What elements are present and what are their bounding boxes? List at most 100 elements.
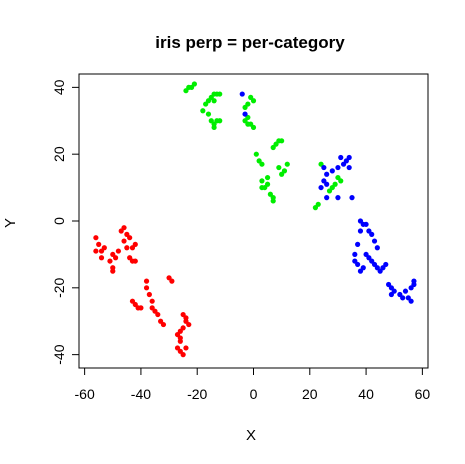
- data-point-series-0: [180, 352, 186, 358]
- data-point-series-0: [132, 258, 138, 264]
- data-point-series-2: [383, 261, 389, 268]
- y-axis: -40 -20 0 20 40: [51, 79, 80, 365]
- data-point-series-0: [169, 278, 175, 284]
- data-point-series-2: [400, 295, 406, 301]
- data-point-series-2: [321, 164, 327, 171]
- plot-frame: [78, 73, 429, 369]
- data-point-series-0: [96, 241, 102, 247]
- data-point-series-1: [279, 138, 285, 144]
- data-point-series-2: [374, 245, 380, 251]
- data-point-series-1: [211, 98, 217, 104]
- data-point-series-0: [183, 345, 189, 351]
- data-point-series-2: [369, 231, 375, 237]
- data-point-series-2: [338, 154, 344, 161]
- data-point-series-2: [360, 265, 366, 271]
- data-point-series-0: [138, 305, 144, 311]
- data-point-series-2: [355, 241, 361, 247]
- data-point-series-0: [121, 238, 127, 244]
- data-point-series-2: [324, 195, 330, 201]
- data-point-series-2: [335, 195, 341, 201]
- x-tick-label: 40: [358, 386, 374, 402]
- x-axis: -60 -40 -20 0 20 40 60: [75, 367, 431, 402]
- data-point-series-0: [115, 248, 122, 254]
- data-point-series-0: [155, 311, 161, 318]
- data-point-series-0: [149, 298, 155, 304]
- data-point-series-1: [217, 91, 223, 97]
- data-point-series-0: [98, 255, 105, 261]
- data-point-series-0: [186, 321, 192, 328]
- data-points: [93, 81, 417, 358]
- data-point-series-0: [124, 245, 130, 251]
- data-point-series-1: [315, 201, 321, 207]
- data-point-series-0: [143, 278, 150, 284]
- data-point-series-1: [217, 118, 223, 124]
- x-tick-label: -40: [131, 386, 151, 402]
- data-point-series-2: [363, 221, 369, 227]
- data-point-series-1: [211, 124, 217, 131]
- data-point-series-1: [281, 168, 288, 174]
- data-point-series-1: [259, 184, 265, 191]
- y-tick-label: -20: [51, 277, 67, 297]
- x-tick-label: 60: [415, 386, 431, 402]
- data-point-series-1: [259, 178, 265, 184]
- data-point-series-1: [253, 151, 259, 157]
- data-point-series-2: [318, 184, 324, 191]
- data-point-series-2: [242, 111, 248, 117]
- y-tick-label: -40: [51, 344, 67, 364]
- data-point-series-0: [132, 241, 138, 247]
- data-point-series-0: [143, 285, 150, 291]
- x-tick-label: -20: [187, 386, 207, 402]
- data-point-series-0: [107, 258, 113, 264]
- data-point-series-0: [146, 291, 152, 298]
- data-point-series-2: [408, 298, 414, 304]
- y-tick-label: 40: [51, 79, 67, 95]
- data-point-series-0: [93, 235, 99, 241]
- y-axis-label: Y: [2, 218, 19, 228]
- data-point-series-1: [264, 181, 271, 187]
- data-point-series-1: [200, 108, 206, 114]
- data-point-series-2: [329, 168, 335, 174]
- x-tick-label: 0: [250, 386, 258, 402]
- data-point-series-2: [349, 195, 355, 201]
- data-point-series-2: [335, 164, 341, 171]
- data-point-series-2: [239, 91, 245, 97]
- data-point-series-1: [250, 124, 257, 131]
- data-point-series-0: [101, 245, 107, 251]
- chart-title: iris perp = per-category: [155, 33, 345, 52]
- y-tick-label: 0: [51, 217, 67, 225]
- data-point-series-1: [250, 98, 257, 104]
- x-tick-label: -60: [75, 386, 95, 402]
- x-tick-label: 20: [302, 386, 318, 402]
- data-point-series-2: [346, 154, 352, 161]
- data-point-series-1: [245, 101, 251, 107]
- data-point-series-2: [408, 285, 414, 291]
- data-point-series-1: [338, 178, 344, 184]
- data-point-series-2: [324, 171, 330, 177]
- x-axis-label: X: [246, 427, 256, 444]
- data-point-series-1: [284, 161, 290, 167]
- data-point-series-2: [355, 261, 361, 268]
- data-point-series-0: [160, 321, 167, 328]
- data-point-series-2: [402, 288, 409, 294]
- data-point-series-1: [276, 164, 282, 171]
- y-tick-label: 20: [51, 146, 67, 162]
- data-point-series-2: [357, 228, 364, 234]
- data-point-series-2: [371, 238, 378, 244]
- data-point-series-0: [110, 268, 116, 274]
- data-point-series-2: [346, 164, 352, 171]
- data-point-series-1: [259, 161, 265, 167]
- data-point-series-0: [112, 255, 119, 261]
- data-point-series-1: [205, 111, 212, 117]
- data-point-series-1: [332, 181, 338, 187]
- data-point-series-1: [270, 198, 276, 204]
- data-point-series-1: [264, 174, 271, 181]
- data-point-series-1: [191, 81, 197, 87]
- data-point-series-2: [324, 181, 330, 187]
- data-point-series-2: [391, 288, 397, 294]
- data-point-series-2: [352, 251, 358, 258]
- data-point-series-0: [121, 225, 127, 231]
- data-point-series-0: [93, 248, 99, 254]
- data-point-series-0: [177, 338, 183, 344]
- data-point-series-0: [127, 235, 133, 241]
